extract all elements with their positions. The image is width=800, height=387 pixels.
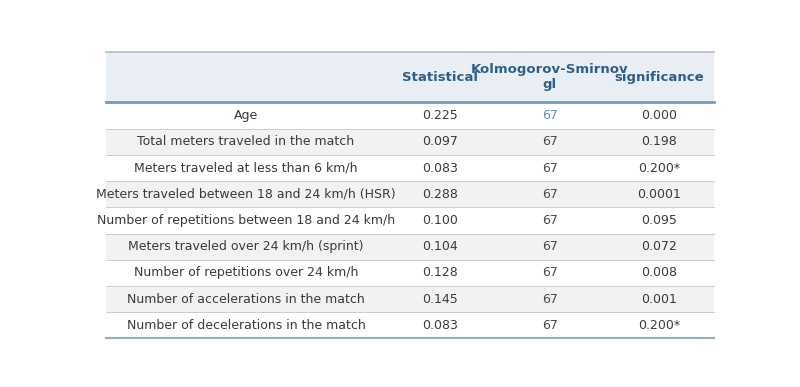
Text: 67: 67 — [542, 214, 558, 227]
Bar — [106, 260, 714, 286]
Text: 0.072: 0.072 — [641, 240, 677, 253]
Text: Age: Age — [234, 109, 258, 122]
Text: Meters traveled at less than 6 km/h: Meters traveled at less than 6 km/h — [134, 161, 358, 175]
Text: Meters traveled between 18 and 24 km/h (HSR): Meters traveled between 18 and 24 km/h (… — [96, 188, 396, 201]
Text: 0.001: 0.001 — [641, 293, 677, 306]
Bar — [106, 312, 714, 339]
Bar — [106, 103, 714, 129]
Text: 67: 67 — [542, 109, 558, 122]
Text: 67: 67 — [542, 240, 558, 253]
Text: 0.198: 0.198 — [642, 135, 677, 148]
Text: 67: 67 — [542, 319, 558, 332]
Text: 0.0001: 0.0001 — [637, 188, 681, 201]
Text: 0.095: 0.095 — [641, 214, 677, 227]
Text: 67: 67 — [542, 135, 558, 148]
Text: 0.083: 0.083 — [422, 319, 458, 332]
Bar — [106, 181, 714, 207]
Text: 67: 67 — [542, 161, 558, 175]
Text: 0.104: 0.104 — [422, 240, 458, 253]
Text: Statistical: Statistical — [402, 71, 478, 84]
Text: Total meters traveled in the match: Total meters traveled in the match — [138, 135, 354, 148]
Text: 0.083: 0.083 — [422, 161, 458, 175]
Text: 0.008: 0.008 — [641, 266, 677, 279]
Text: 0.100: 0.100 — [422, 214, 458, 227]
Text: 67: 67 — [542, 188, 558, 201]
Text: Number of repetitions over 24 km/h: Number of repetitions over 24 km/h — [134, 266, 358, 279]
Bar — [106, 129, 714, 155]
Text: Kolmogorov-Smirnov
gl: Kolmogorov-Smirnov gl — [471, 63, 629, 91]
Text: 0.128: 0.128 — [422, 266, 458, 279]
Text: significance: significance — [614, 71, 704, 84]
Text: 0.200*: 0.200* — [638, 319, 680, 332]
Bar — [106, 207, 714, 234]
Text: Number of accelerations in the match: Number of accelerations in the match — [127, 293, 365, 306]
Text: 67: 67 — [542, 266, 558, 279]
Text: Number of decelerations in the match: Number of decelerations in the match — [126, 319, 366, 332]
Text: Meters traveled over 24 km/h (sprint): Meters traveled over 24 km/h (sprint) — [128, 240, 364, 253]
Text: 0.288: 0.288 — [422, 188, 458, 201]
Bar — [106, 286, 714, 312]
Text: 0.097: 0.097 — [422, 135, 458, 148]
Text: Number of repetitions between 18 and 24 km/h: Number of repetitions between 18 and 24 … — [97, 214, 395, 227]
Bar — [106, 234, 714, 260]
Bar — [106, 52, 714, 103]
Text: 0.200*: 0.200* — [638, 161, 680, 175]
Bar — [106, 155, 714, 181]
Text: 0.000: 0.000 — [641, 109, 677, 122]
Text: 0.145: 0.145 — [422, 293, 458, 306]
Text: 0.225: 0.225 — [422, 109, 458, 122]
Text: 67: 67 — [542, 293, 558, 306]
